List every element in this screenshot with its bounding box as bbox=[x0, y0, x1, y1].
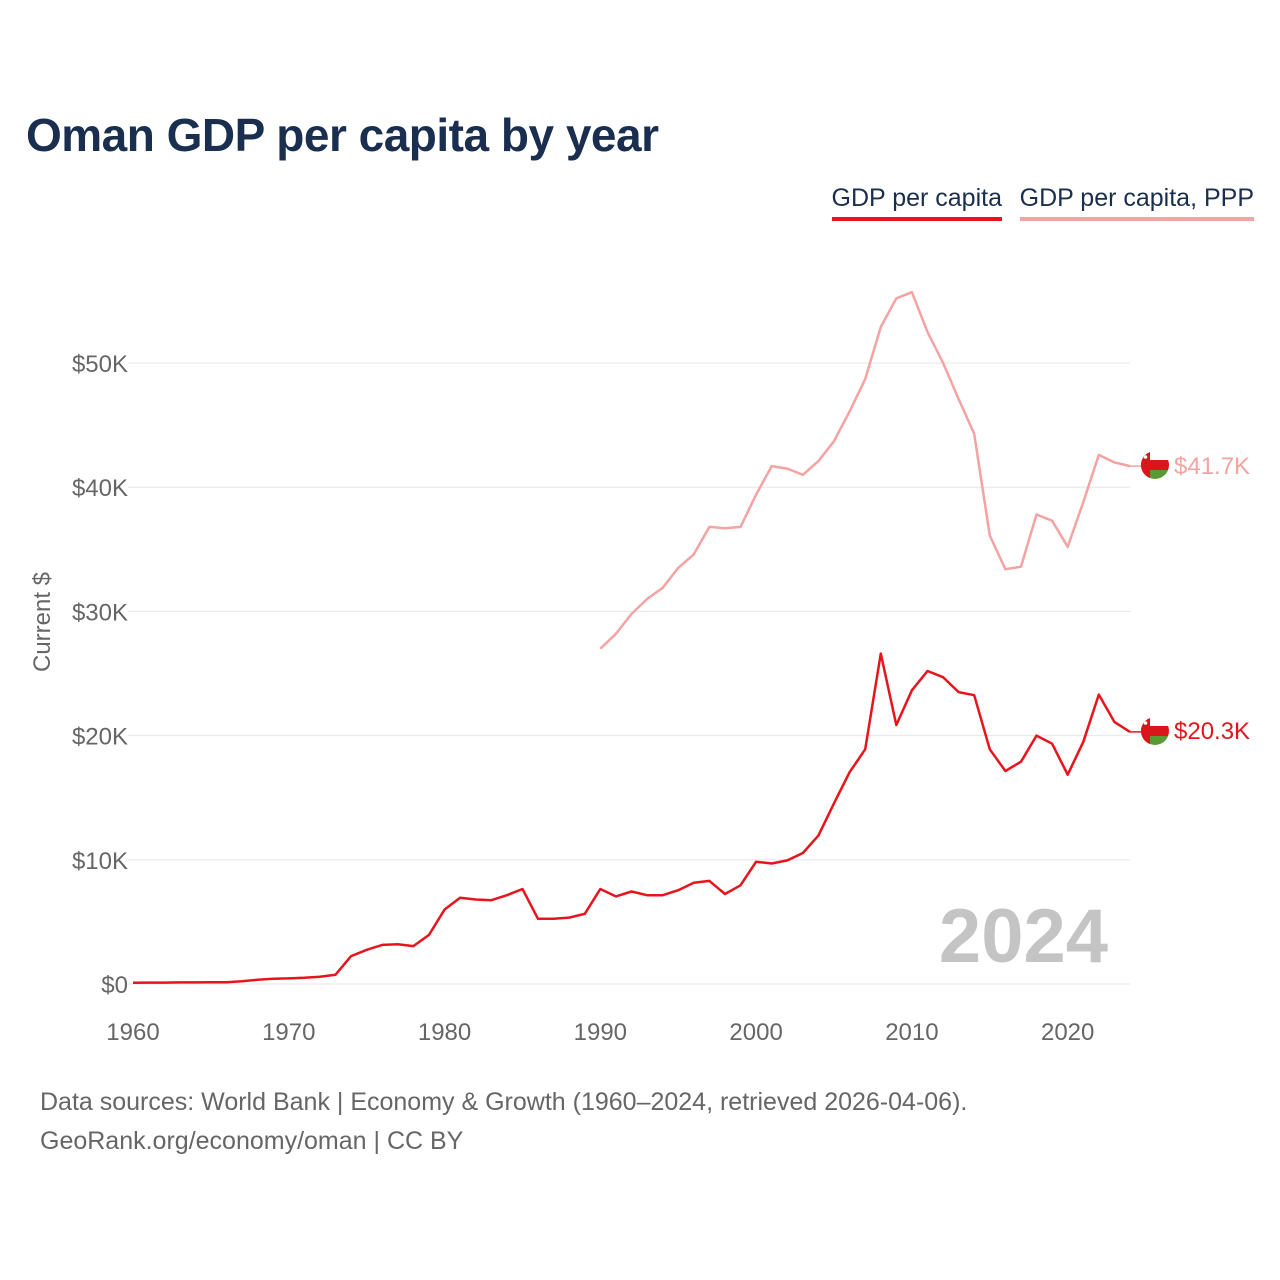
chart-title: Oman GDP per capita by year bbox=[26, 109, 659, 161]
x-tick-label: 1970 bbox=[262, 1019, 315, 1046]
x-tick-label: 1960 bbox=[106, 1019, 159, 1046]
y-tick-label: $0 bbox=[101, 972, 128, 999]
end-value-label-ppp: $41.7K bbox=[1174, 453, 1250, 480]
y-axis-label: Current $ bbox=[29, 572, 56, 672]
legend-item-gdp-per-capita-ppp[interactable]: GDP per capita, PPP bbox=[1019, 184, 1254, 221]
gridlines bbox=[128, 362, 1130, 985]
x-tick-label: 2020 bbox=[1041, 1019, 1094, 1046]
x-tick-label: 2000 bbox=[729, 1019, 782, 1046]
x-tick-label: 1980 bbox=[418, 1019, 471, 1046]
y-tick-label: $50K bbox=[72, 351, 128, 378]
y-axis-ticks: $0 $10K $20K $30K $40K $50K bbox=[72, 351, 128, 999]
oman-flag-icon bbox=[1141, 717, 1169, 745]
x-tick-label: 2010 bbox=[885, 1019, 938, 1046]
end-value-label-gdp: $20.3K bbox=[1174, 718, 1250, 745]
current-year-label: 2024 bbox=[939, 894, 1108, 979]
x-axis-ticks: 1960 1970 1980 1990 2000 2010 2020 bbox=[106, 1019, 1094, 1046]
y-tick-label: $20K bbox=[72, 724, 128, 751]
series-line-gdp-per-capita bbox=[132, 652, 1131, 985]
credit-note[interactable]: GeoRank.org/economy/oman | CC BY bbox=[40, 1127, 464, 1155]
series-line-gdp-per-capita-ppp bbox=[599, 290, 1131, 650]
legend-item-gdp-per-capita[interactable]: GDP per capita bbox=[831, 184, 1002, 221]
y-tick-label: $10K bbox=[72, 848, 128, 875]
y-tick-label: $30K bbox=[72, 599, 128, 626]
y-tick-label: $40K bbox=[72, 475, 128, 502]
data-source-note: Data sources: World Bank | Economy & Gro… bbox=[40, 1088, 968, 1116]
x-tick-label: 1990 bbox=[574, 1019, 627, 1046]
oman-flag-icon bbox=[1141, 451, 1169, 479]
